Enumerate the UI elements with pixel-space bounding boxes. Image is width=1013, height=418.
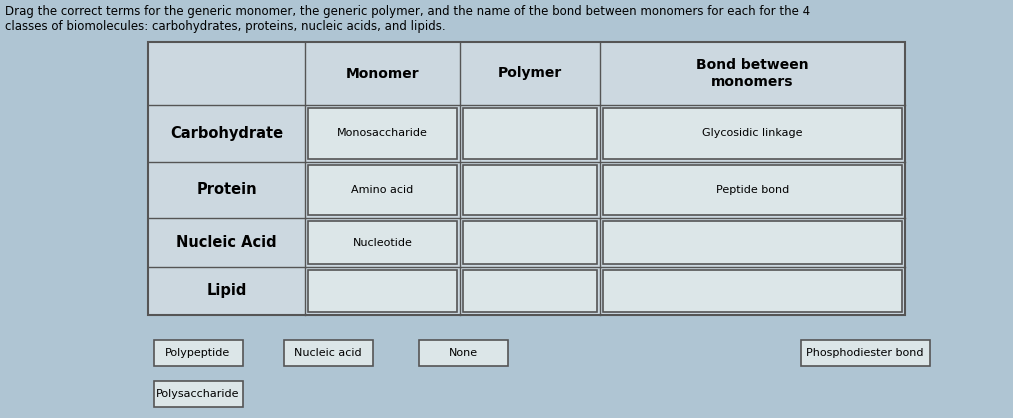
Text: Polymer: Polymer xyxy=(497,66,562,81)
Text: Polysaccharide: Polysaccharide xyxy=(156,389,240,399)
Bar xyxy=(463,221,597,264)
Bar xyxy=(308,108,457,159)
Bar xyxy=(308,221,457,264)
Bar xyxy=(603,108,902,159)
Bar xyxy=(603,221,902,264)
Text: Polypeptide: Polypeptide xyxy=(165,348,231,358)
Text: Lipid: Lipid xyxy=(207,283,247,298)
Bar xyxy=(463,270,597,312)
Text: Peptide bond: Peptide bond xyxy=(716,185,789,195)
Text: Phosphodiester bond: Phosphodiester bond xyxy=(806,348,924,358)
Bar xyxy=(154,340,242,366)
Text: Glycosidic linkage: Glycosidic linkage xyxy=(702,128,802,138)
Text: Nucleic Acid: Nucleic Acid xyxy=(176,235,277,250)
Bar xyxy=(603,270,902,312)
Text: Amino acid: Amino acid xyxy=(352,185,413,195)
Bar xyxy=(308,270,457,312)
Text: Monomer: Monomer xyxy=(345,66,419,81)
Bar xyxy=(148,42,905,315)
Bar xyxy=(603,165,902,215)
Text: Monosaccharide: Monosaccharide xyxy=(337,128,427,138)
Bar xyxy=(463,108,597,159)
Bar xyxy=(800,340,930,366)
Text: Drag the correct terms for the generic monomer, the generic polymer, and the nam: Drag the correct terms for the generic m… xyxy=(5,5,810,33)
Bar xyxy=(154,381,242,407)
Text: Nucleotide: Nucleotide xyxy=(353,237,412,247)
Text: Protein: Protein xyxy=(197,183,257,197)
Bar xyxy=(418,340,508,366)
Bar xyxy=(463,165,597,215)
Text: None: None xyxy=(449,348,477,358)
Text: Carbohydrate: Carbohydrate xyxy=(170,126,283,141)
Text: Bond between
monomers: Bond between monomers xyxy=(696,59,808,89)
Bar xyxy=(284,340,373,366)
Bar xyxy=(308,165,457,215)
Text: Nucleic acid: Nucleic acid xyxy=(294,348,362,358)
